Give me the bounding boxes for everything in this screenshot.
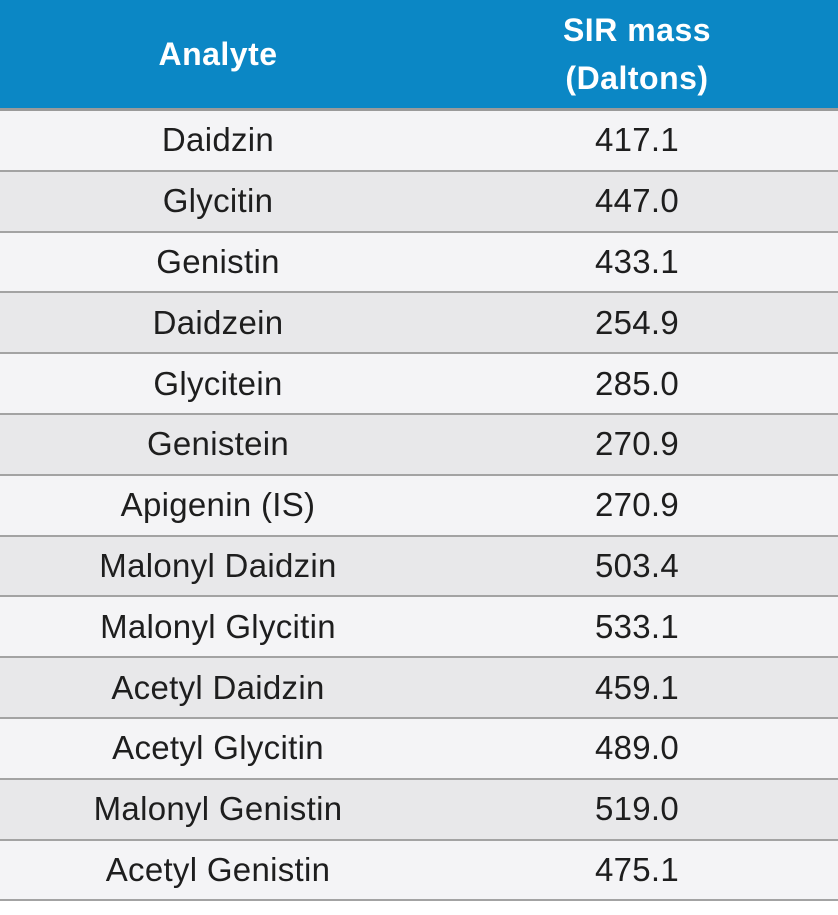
table-row: Acetyl Daidzin 459.1 (0, 658, 838, 719)
table-row: Acetyl Genistin 475.1 (0, 840, 838, 902)
table-row: Genistein 270.9 (0, 414, 838, 476)
mass-cell: 270.9 (594, 486, 680, 524)
mass-cell: 489.0 (594, 729, 680, 767)
mass-cell: 417.1 (594, 121, 680, 159)
analyte-cell: Acetyl Genistin (105, 850, 331, 888)
table-row: Apigenin (IS) 270.9 (0, 475, 838, 537)
mass-cell: 503.4 (594, 546, 680, 584)
analyte-cell: Daidzein (152, 303, 284, 341)
table-row: Malonyl Genistin 519.0 (0, 779, 838, 841)
analyte-cell: Glycitin (162, 182, 274, 220)
table-row: Glycitein 285.0 (0, 354, 838, 415)
mass-cell: 519.0 (594, 790, 680, 828)
column-header-sir-mass-line2: (Daltons) (565, 60, 709, 96)
mass-cell: 475.1 (594, 850, 680, 888)
column-header-sir-mass-line1: SIR mass (562, 12, 712, 48)
mass-cell: 533.1 (594, 607, 680, 645)
table-row: Daidzein 254.9 (0, 293, 838, 355)
table-header: Analyte SIR mass (Daltons) (0, 0, 838, 111)
analyte-cell: Daidzin (161, 121, 275, 159)
table-row: Glycitin 447.0 (0, 171, 838, 233)
column-header-analyte: Analyte (0, 0, 436, 108)
analyte-cell: Genistein (146, 425, 290, 463)
analyte-cell: Acetyl Daidzin (111, 668, 325, 706)
analyte-cell: Glycitein (153, 364, 283, 402)
column-header-analyte-label: Analyte (158, 36, 278, 72)
analyte-cell: Malonyl Genistin (93, 790, 343, 828)
table-row: Genistin 433.1 (0, 232, 838, 294)
table-body: Daidzin 417.1 Glycitin 447.0 Genistin 43… (0, 111, 838, 902)
mass-cell: 433.1 (594, 242, 680, 280)
analyte-cell: Acetyl Glycitin (112, 729, 324, 767)
mass-cell: 285.0 (594, 364, 680, 402)
analyte-cell: Apigenin (IS) (120, 486, 316, 524)
table-row: Malonyl Glycitin 533.1 (0, 597, 838, 659)
analyte-cell: Malonyl Glycitin (100, 607, 336, 645)
mass-cell: 270.9 (594, 425, 680, 463)
table-row: Malonyl Daidzin 503.4 (0, 536, 838, 598)
column-header-sir-mass: SIR mass (Daltons) (436, 0, 838, 108)
analyte-cell: Genistin (156, 242, 280, 280)
table-row: Acetyl Glycitin 489.0 (0, 718, 838, 780)
mass-cell: 447.0 (594, 182, 680, 220)
column-header-sir-mass-stack: SIR mass (Daltons) (563, 6, 711, 102)
analyte-cell: Malonyl Daidzin (99, 546, 337, 584)
mass-cell: 459.1 (594, 668, 680, 706)
mass-cell: 254.9 (594, 303, 680, 341)
table-row: Daidzin 417.1 (0, 111, 838, 172)
